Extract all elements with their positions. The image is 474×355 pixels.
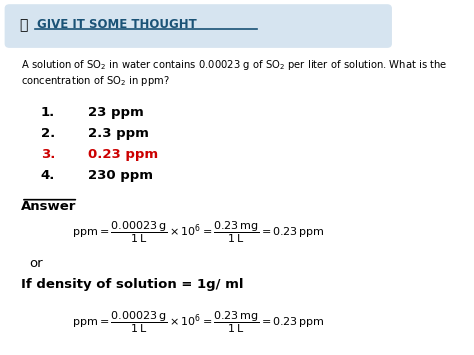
FancyBboxPatch shape: [5, 5, 391, 47]
Text: GIVE IT SOME THOUGHT: GIVE IT SOME THOUGHT: [37, 18, 197, 31]
Text: $\mathrm{ppm} = \dfrac{0.00023\,\mathrm{g}}{1\,\mathrm{L}} \times 10^{6} = \dfra: $\mathrm{ppm} = \dfrac{0.00023\,\mathrm{…: [72, 219, 325, 245]
Text: 2.: 2.: [41, 127, 55, 140]
Text: 1.: 1.: [41, 106, 55, 119]
Text: 0.23 ppm: 0.23 ppm: [88, 148, 158, 161]
Text: 💡: 💡: [19, 18, 27, 32]
Text: or: or: [29, 257, 43, 270]
Text: 4.: 4.: [41, 169, 55, 182]
Text: Answer: Answer: [21, 200, 76, 213]
Text: A solution of SO$_2$ in water contains 0.00023 g of SO$_2$ per liter of solution: A solution of SO$_2$ in water contains 0…: [21, 58, 447, 88]
Text: 230 ppm: 230 ppm: [88, 169, 153, 182]
Text: 2.3 ppm: 2.3 ppm: [88, 127, 149, 140]
Text: $\mathrm{ppm} = \dfrac{0.00023\,\mathrm{g}}{1\,\mathrm{L}} \times 10^{6} = \dfra: $\mathrm{ppm} = \dfrac{0.00023\,\mathrm{…: [72, 309, 325, 335]
Text: 23 ppm: 23 ppm: [88, 106, 144, 119]
Text: If density of solution = 1g/ ml: If density of solution = 1g/ ml: [21, 278, 244, 291]
Text: 3.: 3.: [41, 148, 55, 161]
